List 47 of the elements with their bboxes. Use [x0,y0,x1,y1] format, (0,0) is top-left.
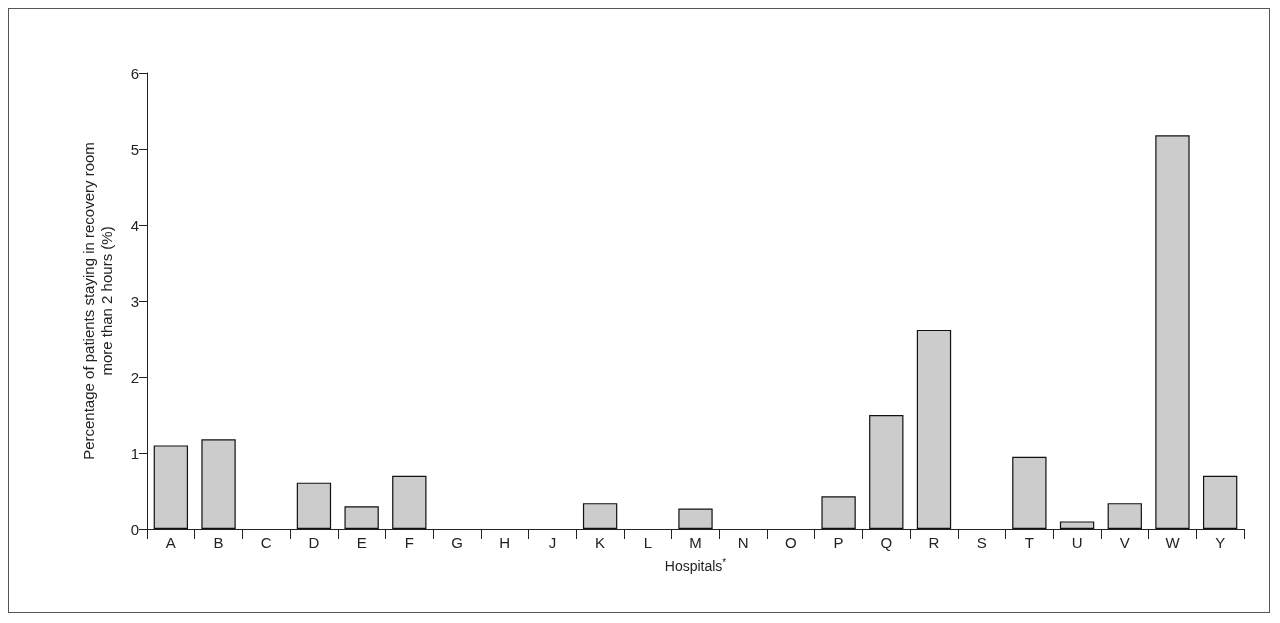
y-tick-label: 3 [130,292,139,310]
x-tick-label: S [976,534,987,551]
x-tick-label: O [785,534,797,551]
y-tick-label: 4 [130,216,139,234]
bar [678,508,713,529]
x-tick-label: T [1024,534,1034,551]
x-tick-label: G [451,534,463,551]
x-tick-label: D [308,534,320,551]
x-tick-label: V [1119,534,1130,551]
bar [916,329,952,529]
x-tick-label: L [643,534,652,551]
x-tick-label: W [1165,534,1181,551]
x-tick-label: C [260,534,272,551]
y-tick-label: 6 [130,64,139,82]
x-tick-label: K [595,534,606,551]
bar [201,439,236,529]
bar [869,415,904,529]
bar [1059,521,1095,529]
x-tick-label: F [404,534,414,551]
x-tick-label: J [548,534,557,551]
x-tick-label: Q [880,534,893,551]
x-tick-label: B [213,534,224,551]
bar [1012,456,1047,529]
x-tick-label: U [1071,534,1083,551]
bar [344,506,379,529]
x-tick-label: P [833,534,844,551]
x-tick-label: A [165,534,176,551]
y-tick-label: 1 [130,444,139,462]
y-tick-label: 5 [130,140,139,158]
x-tick-label: R [928,534,940,551]
y-tick-label: 0 [130,520,139,538]
bar [153,445,189,529]
bar [1202,475,1238,529]
bar [1107,503,1142,529]
y-axis-title: Percentage of patients staying in recovery room more than 2 hours (%) [79,142,115,460]
x-tick-label: N [737,534,749,551]
x-tick-label: H [499,534,511,551]
bar [1155,135,1190,529]
x-tick-label: M [689,534,702,551]
x-tick-label: Y [1215,534,1226,551]
bar [821,496,856,529]
bar [582,503,618,529]
x-axis-title: Hospitals* [664,556,727,574]
bar [392,475,427,529]
x-tick-label: E [356,534,367,551]
bar [296,482,332,529]
y-tick-label: 2 [130,368,139,386]
